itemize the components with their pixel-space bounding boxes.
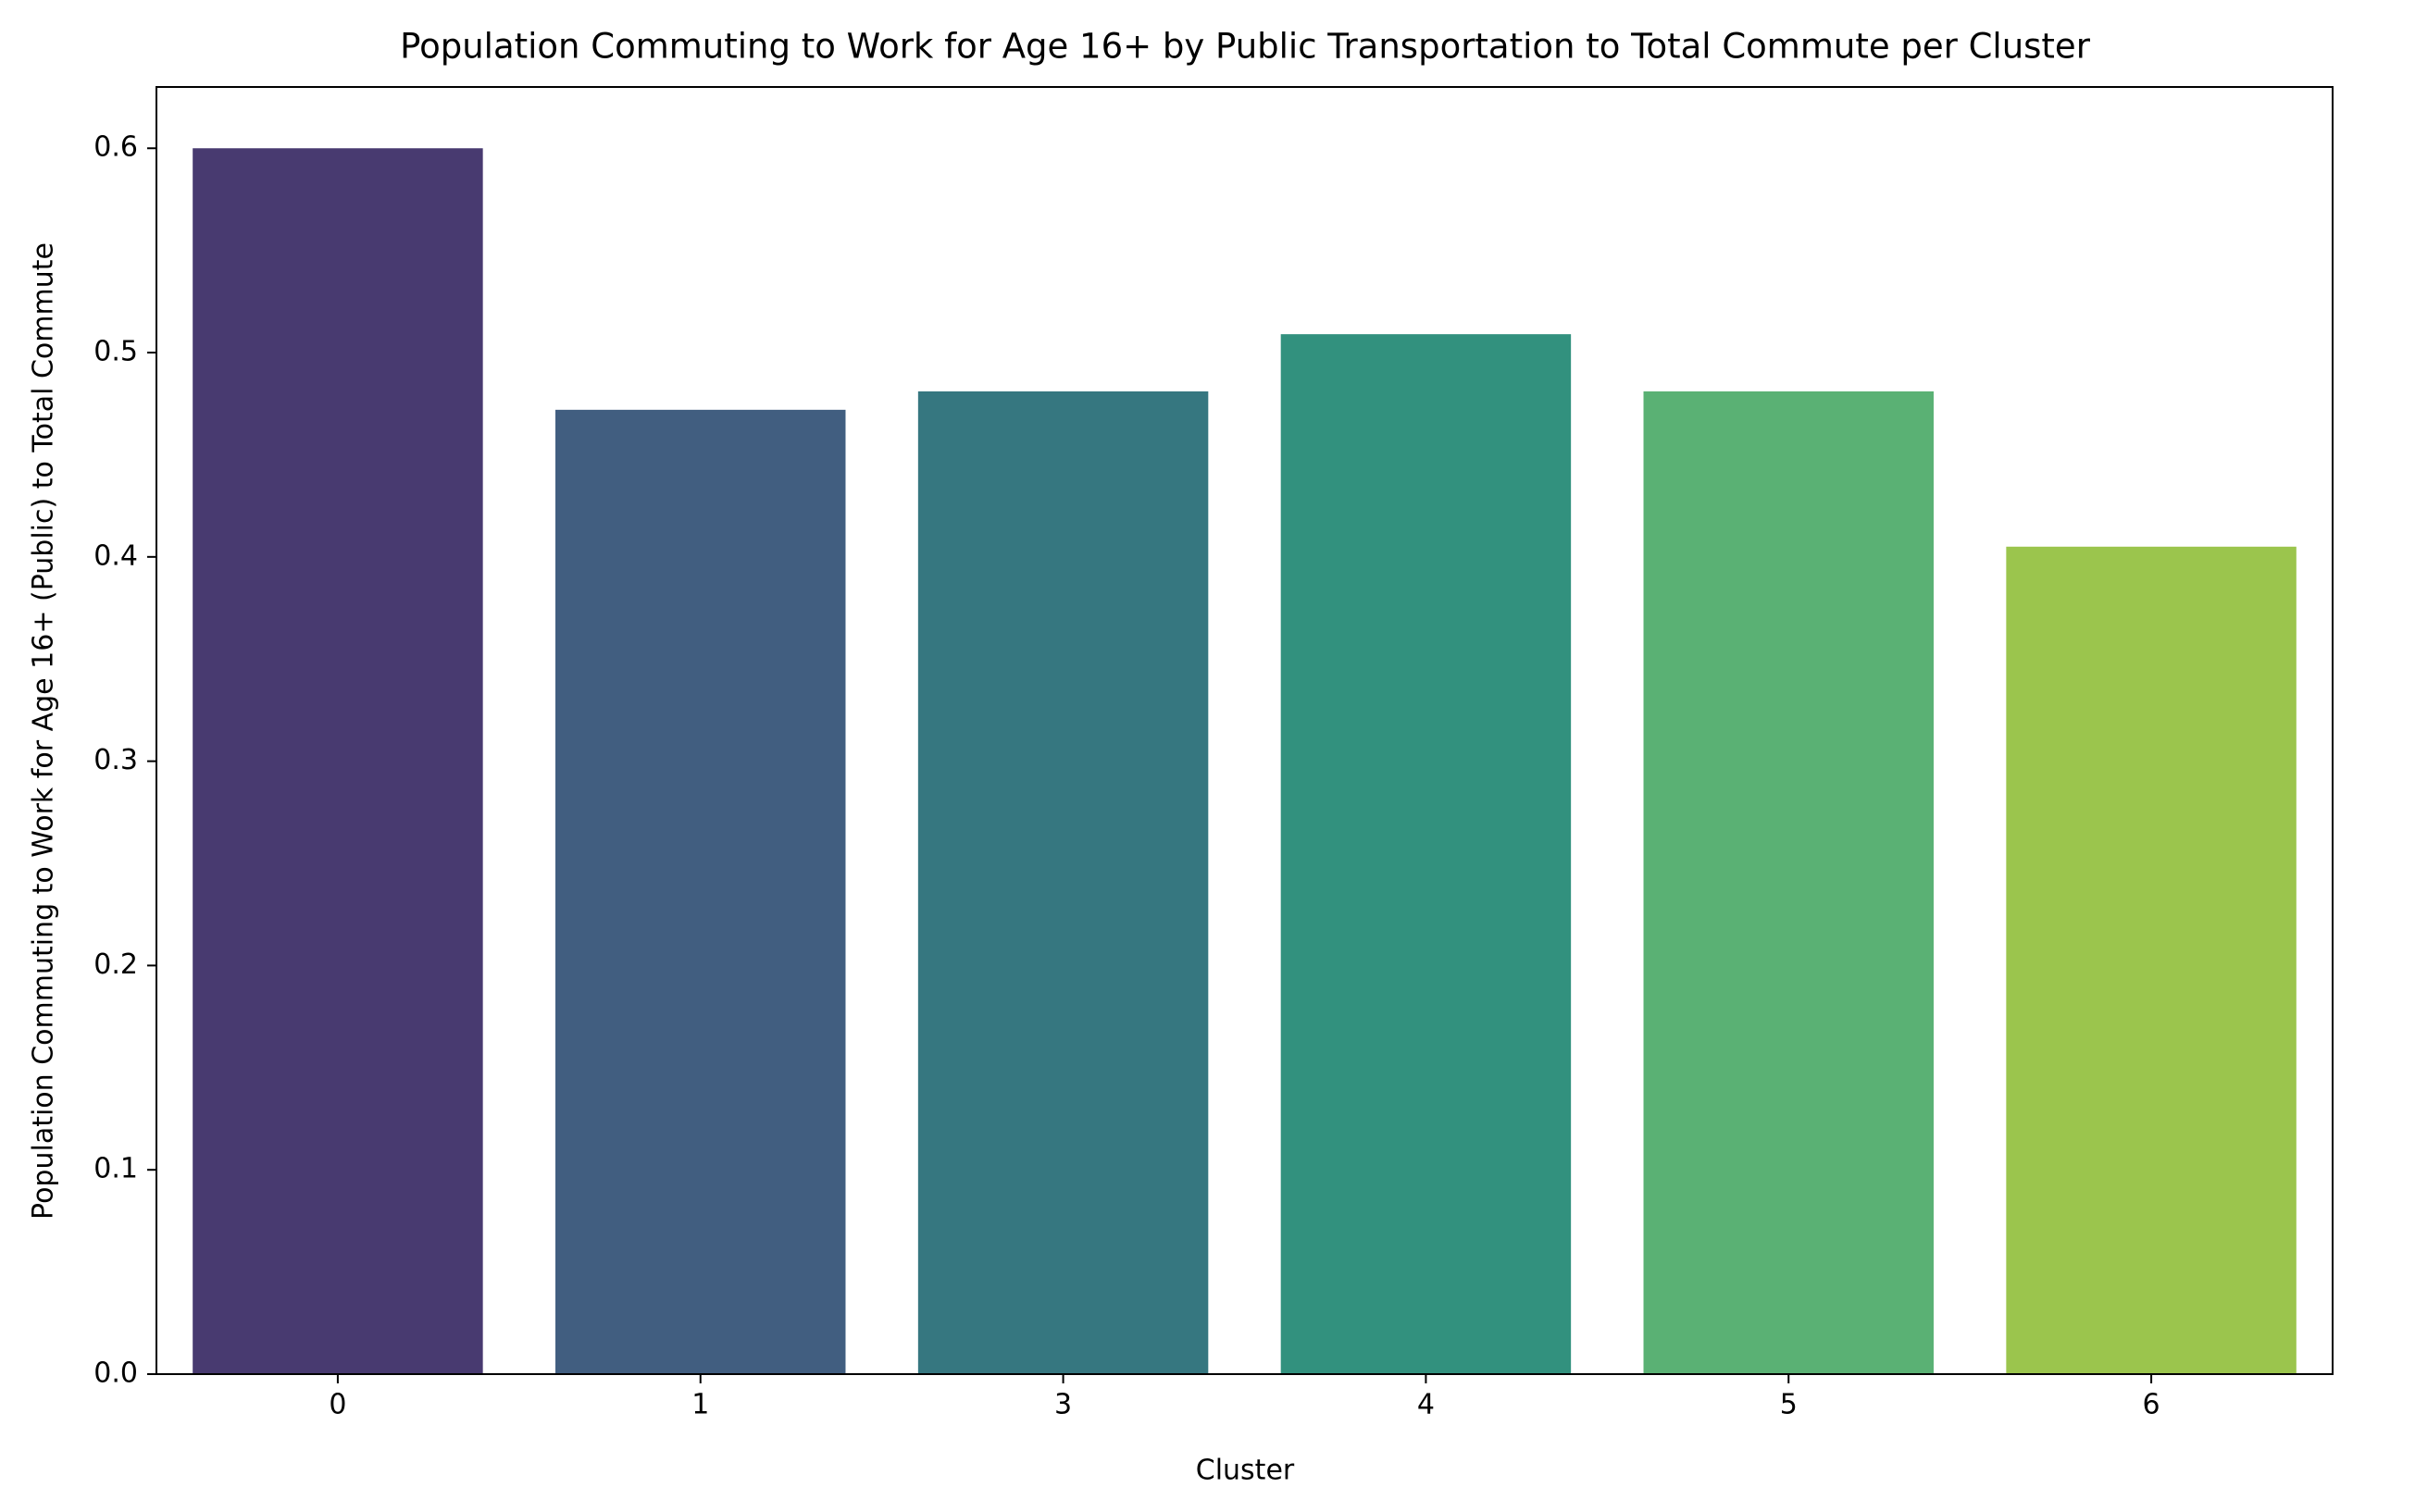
x-tick-label: 6 (2143, 1389, 2160, 1421)
y-tick-label: 0.0 (93, 1357, 138, 1390)
x-axis-label: Cluster (1196, 1455, 1295, 1487)
bar (1280, 334, 1572, 1375)
y-tick-label: 0.3 (93, 744, 138, 776)
bar (555, 409, 846, 1374)
y-tick-label: 0.6 (93, 131, 138, 164)
chart-title: Population Commuting to Work for Age 16+… (400, 27, 2091, 67)
y-tick-label: 0.4 (93, 539, 138, 572)
x-tick-label: 3 (1054, 1389, 1072, 1421)
y-axis-label: Population Commuting to Work for Age 16+… (28, 242, 60, 1220)
bar (193, 148, 483, 1375)
x-tick-label: 0 (329, 1389, 346, 1421)
y-tick-label: 0.5 (93, 336, 138, 368)
y-tick-label: 0.2 (93, 948, 138, 981)
bar (2006, 546, 2297, 1374)
bar (917, 390, 1209, 1374)
plot-frame (156, 86, 2334, 1375)
bar (1643, 390, 1934, 1374)
x-tick-label: 4 (1417, 1389, 1435, 1421)
x-tick-label: 1 (691, 1389, 709, 1421)
y-tick-label: 0.1 (93, 1153, 138, 1185)
x-tick-label: 5 (1780, 1389, 1798, 1421)
